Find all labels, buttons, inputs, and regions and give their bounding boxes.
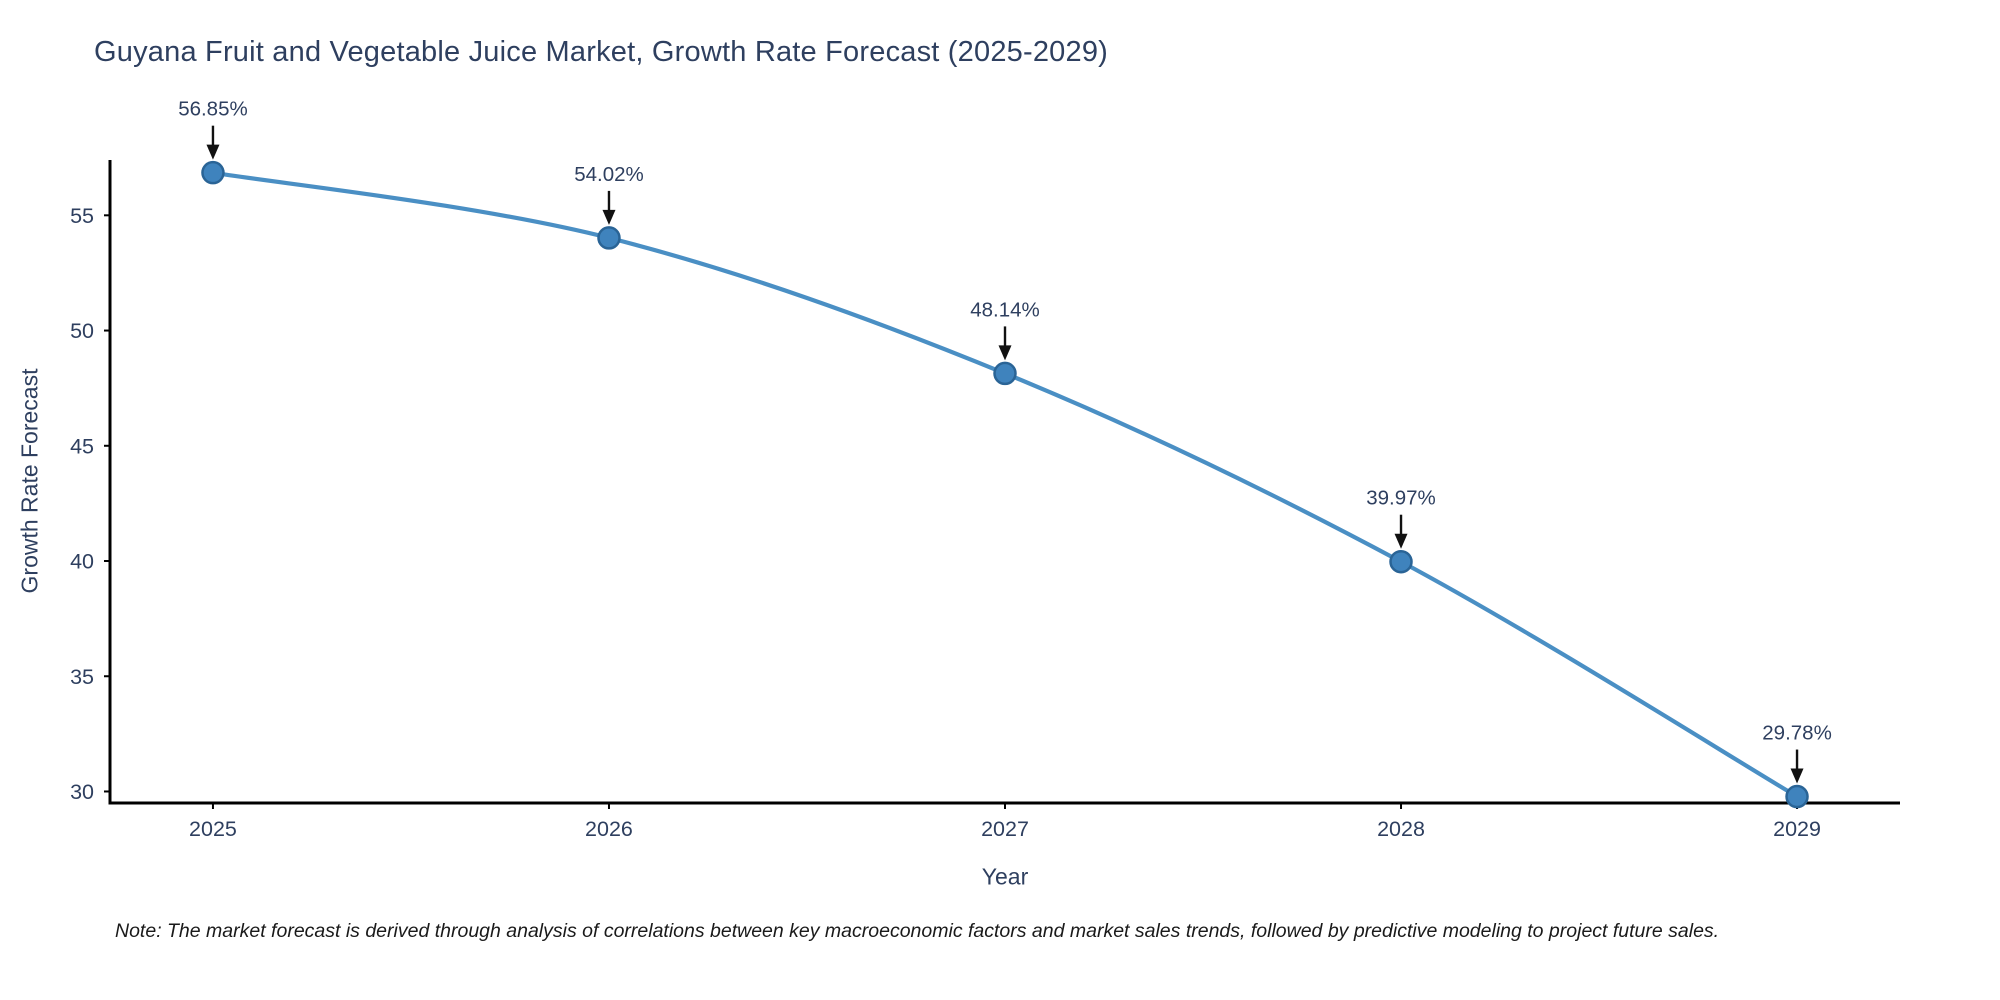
chart-title: Guyana Fruit and Vegetable Juice Market,…: [94, 36, 1109, 68]
x-axis-label: Year: [981, 863, 1029, 890]
data-point-label: 29.78%: [1762, 722, 1832, 745]
x-tick-label: 2026: [585, 817, 633, 841]
y-axis-label: Growth Rate Forecast: [16, 368, 43, 594]
data-point-marker: [597, 226, 621, 250]
data-point-label: 48.14%: [970, 298, 1040, 321]
data-point-marker: [201, 160, 225, 185]
x-tick-label: 2029: [1773, 817, 1821, 841]
y-tick-label: 50: [70, 319, 94, 343]
y-tick-label: 40: [70, 550, 94, 574]
x-tick-label: 2028: [1377, 817, 1425, 841]
data-point-label: 54.02%: [574, 163, 644, 186]
y-tick-label: 55: [70, 204, 94, 228]
annotation-arrow-head: [998, 345, 1012, 361]
data-point-marker: [1785, 784, 1809, 809]
forecast-line: [210, 170, 1800, 799]
data-point-marker: [1389, 549, 1413, 574]
annotation-arrow-head: [206, 144, 220, 160]
y-tick-label: 35: [70, 665, 94, 689]
annotation-arrow-head: [602, 209, 616, 225]
data-point-label: 39.97%: [1366, 487, 1436, 510]
annotation-arrow-head: [1790, 768, 1804, 784]
y-tick-label: 30: [70, 780, 94, 804]
x-tick-label: 2027: [981, 817, 1029, 841]
x-tick-label: 2025: [189, 817, 237, 841]
y-tick-label: 45: [70, 434, 94, 458]
data-point-marker: [993, 361, 1017, 386]
data-point-label: 56.85%: [178, 98, 248, 121]
footnote: Note: The market forecast is derived thr…: [115, 920, 1720, 942]
annotation-arrow-head: [1394, 533, 1408, 549]
